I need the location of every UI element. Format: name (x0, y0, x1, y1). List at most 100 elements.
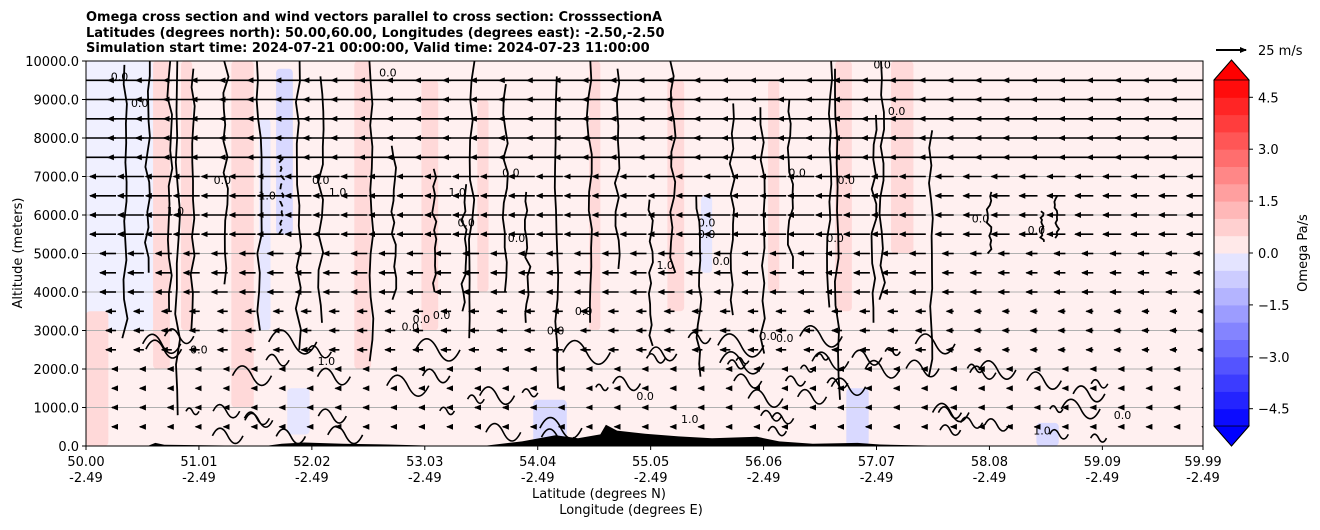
colorbar-tick-label: 0.0 (1258, 247, 1279, 262)
contour-line (294, 61, 303, 350)
y-tick-label: 10000.0 (25, 55, 79, 70)
contour-label: 0.0 (502, 167, 520, 180)
title-line-3: Simulation start time: 2024-07-21 00:00:… (86, 41, 650, 56)
chart-title: Omega cross section and wind vectors par… (86, 10, 665, 56)
colorbar-segment (1214, 339, 1249, 358)
x-tick-label-lat: 53.03 (406, 455, 443, 470)
contour-line (327, 425, 364, 445)
x-tick-label-lat: 59.99 (1184, 455, 1221, 470)
x-tick-label-lat: 57.07 (858, 455, 895, 470)
colorbar: 4.5 3.0 1.5 0.0 −1.5 −3.0 −4.5 (1213, 59, 1290, 447)
colorbar-segment (1214, 356, 1249, 375)
contour-line (1090, 378, 1109, 389)
contour-line (648, 346, 678, 362)
contour-line (735, 356, 750, 365)
contour-labels: 0.00.00.01.01.00.01.00.00.01.00.00.00.00… (111, 59, 1132, 437)
contour-line (1039, 210, 1045, 243)
contour-line (1053, 195, 1061, 239)
y-tick-label: 1000.0 (34, 402, 80, 417)
contour-line (414, 338, 461, 362)
omega-band (846, 388, 869, 446)
contour-label: 0.0 (508, 232, 526, 245)
y-tick-label: 0.0 (58, 440, 79, 455)
contour-line (1089, 433, 1108, 443)
contour-line (796, 388, 828, 405)
contour-line (275, 428, 307, 445)
y-axis-label: Altitude (meters) (11, 198, 26, 309)
contour-line (185, 407, 200, 416)
colorbar-segment (1214, 114, 1249, 133)
contour-label: 0.0 (547, 324, 565, 337)
x-tick-label-lon: -2.49 (408, 471, 442, 486)
y-tick-label: 7000.0 (34, 171, 80, 186)
contour-line (695, 195, 703, 377)
colorbar-segment (1214, 149, 1249, 167)
contour-line (826, 61, 834, 308)
contour-line (985, 191, 993, 255)
contour-line (317, 76, 325, 323)
colorbar-tick-label: 3.0 (1258, 143, 1279, 158)
contour-line (231, 365, 273, 387)
contour-line (669, 61, 677, 274)
y-tick-label: 2000.0 (34, 363, 80, 378)
x-tick-label-lat: 52.02 (293, 455, 330, 470)
contour-line (277, 156, 285, 235)
contour-line (717, 333, 765, 358)
colorbar-segment (1214, 131, 1249, 150)
x-tick-label-lon: -2.49 (182, 471, 216, 486)
colorbar-segment (1214, 80, 1249, 98)
contour-line (984, 418, 1010, 432)
contour-line (189, 68, 196, 331)
contour-label: 0.0 (826, 232, 844, 245)
x-tick-label-lat: 54.04 (519, 455, 556, 470)
contour-line (1049, 405, 1064, 414)
colorbar-segment (1214, 97, 1249, 116)
colorbar-segment (1214, 374, 1249, 392)
contour-label: 1.0 (329, 186, 347, 199)
colorbar-segment (1214, 166, 1249, 185)
contour-label: 1.0 (167, 205, 185, 218)
contour-line (317, 408, 348, 424)
contour-line (306, 344, 333, 359)
contour-line (851, 349, 883, 366)
contour-label: 0.0 (873, 59, 891, 72)
contour-line (612, 375, 642, 392)
contour-label: 0.0 (788, 167, 806, 180)
contour-label: 0.0 (433, 309, 451, 322)
x-tick-label-lat: 56.06 (745, 455, 782, 470)
contour-label: 0.0 (190, 344, 208, 357)
colorbar-extend-min (1213, 425, 1250, 447)
contour-line (969, 365, 997, 380)
omega-band (768, 80, 780, 292)
contour-line (786, 99, 794, 269)
y-tick-label: 6000.0 (34, 209, 80, 224)
contour-line (978, 360, 1017, 380)
x-tick-label-lon: -2.49 (1086, 471, 1120, 486)
contour-label: 0.0 (312, 174, 330, 187)
contour-label: 1.0 (1033, 424, 1051, 437)
contour-line (553, 76, 560, 389)
contour-label: 0.0 (131, 97, 149, 110)
contour-line (647, 199, 654, 347)
x-tick-label-lon: -2.49 (634, 471, 668, 486)
contour-line (141, 333, 182, 355)
y-tick-label: 9000.0 (34, 94, 80, 109)
x-tick-label-lat: 50.00 (67, 455, 104, 470)
colorbar-segment (1214, 408, 1249, 427)
quiver-key-label: 25 m/s (1258, 44, 1303, 59)
contour-label: 0.0 (1028, 224, 1046, 237)
contour-label: 0.0 (776, 332, 794, 345)
contour-line (524, 191, 532, 323)
colorbar-segment (1214, 218, 1249, 237)
wind-vectors (86, 77, 1203, 430)
contour-line (747, 389, 784, 408)
x-axis-label: Latitude (degrees N) (532, 487, 666, 502)
colorbar-segment (1214, 322, 1249, 340)
contour-label: 0.0 (214, 174, 232, 187)
contour-label: 0.0 (838, 174, 856, 187)
contour-label: 0.0 (698, 228, 716, 241)
omega-band (86, 311, 109, 446)
contour-line (771, 412, 795, 425)
x-tick-label-lon: -2.49 (747, 471, 781, 486)
